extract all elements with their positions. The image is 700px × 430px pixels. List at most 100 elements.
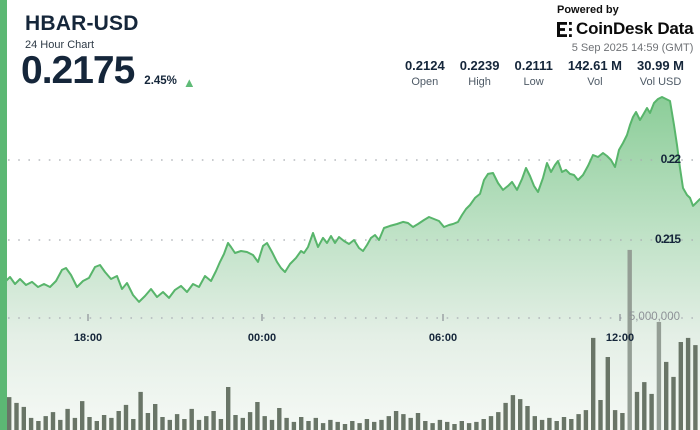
- volume-bar: [496, 412, 501, 430]
- volume-bar: [372, 421, 377, 430]
- volume-bar: [233, 415, 238, 430]
- volume-bar: [21, 406, 26, 430]
- volume-bar: [693, 345, 698, 430]
- volume-bar: [335, 421, 340, 430]
- volume-bar: [36, 421, 41, 430]
- powered-by-block: Powered by CoinDesk Data 5 Sep 2025 14:5…: [557, 4, 694, 54]
- volume-bar: [101, 415, 107, 430]
- volume-bar: [350, 421, 355, 430]
- x-axis-label-0000: 00:00: [247, 332, 277, 344]
- x-axis-label-1800: 18:00: [73, 332, 103, 344]
- volume-bar: [291, 421, 297, 430]
- volume-bar: [255, 402, 260, 430]
- volume-bar: [211, 411, 216, 430]
- volume-bar: [43, 416, 48, 430]
- volume-bar: [226, 387, 231, 430]
- volume-bar: [583, 410, 589, 430]
- volume-bar: [189, 408, 194, 430]
- volume-bar: [364, 419, 370, 430]
- volume-bar: [620, 413, 625, 430]
- price-area-fill: [0, 97, 700, 430]
- stat-low-value: 0.2111: [514, 58, 553, 73]
- x-axis-label-0600: 06:00: [428, 332, 458, 344]
- volume-bar: [379, 419, 384, 430]
- price-change-percent: 2.45%: [144, 75, 177, 87]
- stat-vol-usd: 30.99 M Vol USD: [637, 58, 684, 88]
- volume-bar: [94, 421, 99, 430]
- volume-bar: [174, 414, 180, 430]
- volume-bar: [547, 417, 552, 430]
- volume-bar: [415, 413, 421, 430]
- volume-bar: [342, 424, 348, 430]
- volume-bar: [445, 421, 450, 430]
- volume-bar: [116, 411, 121, 430]
- volume-bar: [386, 416, 391, 430]
- volume-bar: [240, 417, 245, 430]
- stat-vol-value: 142.61 M: [567, 58, 623, 73]
- stat-low: 0.2111 Low: [514, 58, 552, 88]
- y-axis-volume-label: 5,000,000: [628, 311, 680, 323]
- volume-bar: [488, 416, 494, 430]
- stat-vol: 142.61 M Vol: [568, 58, 622, 88]
- left-accent-bar: [0, 0, 7, 430]
- stat-high: 0.2239 High: [460, 58, 500, 88]
- stat-low-label: Low: [523, 76, 544, 88]
- volume-bar: [525, 406, 530, 430]
- y-axis-price-label-022: 0.22: [660, 152, 681, 166]
- volume-bar: [138, 391, 143, 430]
- volume-bar: [671, 376, 676, 430]
- volume-bar: [320, 423, 326, 430]
- stat-open-label: Open: [411, 76, 439, 88]
- volume-bar: [167, 419, 172, 430]
- stat-vol-usd-value: 30.99 M: [637, 58, 684, 73]
- volume-bar: [539, 419, 545, 430]
- volume-bar: [58, 419, 63, 430]
- chart-period-subtitle: 24 Hour Chart: [25, 39, 95, 51]
- volume-bar: [627, 249, 632, 430]
- volume-bar: [87, 417, 92, 430]
- volume-bar: [196, 419, 202, 430]
- volume-bar: [269, 419, 275, 430]
- volume-bar: [569, 419, 574, 430]
- volume-bar: [247, 412, 253, 430]
- volume-bar: [145, 413, 151, 430]
- volume-bar: [591, 337, 596, 430]
- volume-bar: [503, 402, 508, 430]
- volume-bar: [313, 417, 318, 430]
- volume-bar: [474, 421, 479, 430]
- volume-bar: [160, 417, 165, 430]
- volume-bar: [262, 416, 267, 430]
- coindesk-data-link[interactable]: CoinDesk Data: [557, 19, 694, 39]
- volume-bar: [605, 357, 610, 430]
- x-axis-label-1200: 12:00: [605, 332, 635, 344]
- volume-bar: [50, 412, 56, 430]
- volume-bar: [306, 421, 311, 430]
- current-price: 0.2175: [21, 49, 135, 92]
- volume-bar: [642, 382, 647, 430]
- volume-bar: [131, 419, 136, 430]
- volume-bar: [481, 419, 486, 430]
- volume-bar: [393, 411, 399, 430]
- volume-bar: [656, 322, 662, 430]
- volume-bar: [678, 342, 683, 430]
- volume-bar: [561, 417, 567, 430]
- volume-bar: [182, 419, 187, 430]
- price-readout: 0.2175 2.45% ▲: [21, 51, 196, 90]
- volume-bar: [299, 417, 304, 430]
- volume-bar: [452, 424, 457, 430]
- volume-bar: [277, 408, 282, 430]
- volume-bar: [430, 423, 435, 430]
- y-axis-price-label-0215: 0.215: [654, 232, 681, 246]
- stat-vol-usd-label: Vol USD: [639, 76, 682, 88]
- symbol-title: HBAR-USD: [25, 12, 139, 35]
- volume-bar: [109, 417, 114, 430]
- volume-bar: [466, 423, 472, 430]
- volume-bar: [649, 393, 654, 430]
- volume-bar: [284, 417, 289, 430]
- stat-open-value: 0.2124: [404, 58, 445, 73]
- volume-bar: [576, 414, 581, 430]
- coindesk-logo-icon: [557, 21, 572, 37]
- volume-bar: [437, 419, 443, 430]
